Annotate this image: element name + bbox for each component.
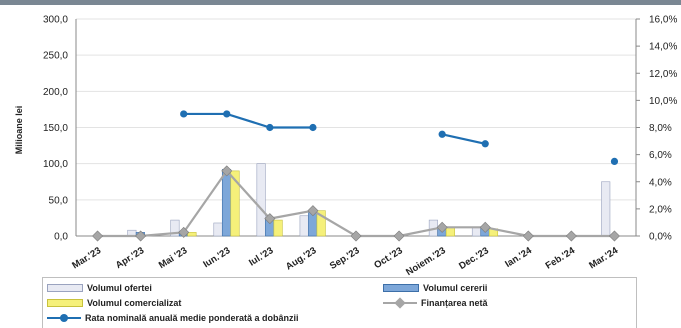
rate-point: [481, 140, 489, 148]
top-border-bar: [0, 0, 681, 5]
finantare-point: [608, 230, 620, 242]
legend-swatch-comercializat: [47, 299, 83, 307]
bar-1: [471, 227, 482, 237]
x-tick-label: Ian.'24: [503, 245, 534, 270]
legend-label: Volumul ofertei: [87, 283, 152, 293]
bar-3: [230, 170, 240, 237]
x-tick-label: Apr.'23: [114, 245, 146, 271]
rate-point: [266, 123, 274, 132]
y-axis-ticks: 0,0 50,0 100,0 150,0 200,0 250,0 300,0: [43, 15, 68, 243]
x-tick-label: Dec.'23: [457, 245, 491, 272]
y-tick-label: 150,0: [43, 123, 68, 134]
legend-swatch-rata: [47, 313, 81, 323]
x-tick-label: Mar.'23: [70, 245, 103, 271]
finantare-point: [307, 205, 319, 217]
y-axis-label: Milioane lei: [14, 106, 24, 155]
y2-tick-label: 14,0%: [649, 42, 677, 53]
y-tick-label: 100,0: [43, 159, 68, 170]
bar-1: [256, 163, 266, 237]
finantare-point: [92, 230, 104, 242]
y-tick-label: 200,0: [43, 87, 68, 98]
x-tick-label: Aug.'23: [284, 245, 319, 272]
x-tick-label: Mar.'24: [587, 245, 620, 272]
rate-point: [223, 110, 231, 118]
y2-tick-label: 6,0%: [649, 150, 672, 161]
gridlines: [76, 18, 636, 237]
legend-item-volumul-cererii: Volumul cererii: [383, 282, 487, 294]
finantare-point: [393, 230, 405, 242]
y2-tick-label: 10,0%: [649, 96, 677, 107]
rate-point: [438, 130, 446, 138]
legend-item-finantarea-neta: Finanțarea netă: [383, 297, 488, 309]
bar-1: [170, 219, 180, 237]
y2-tick-label: 8,0%: [649, 123, 672, 134]
bar-1: [213, 222, 223, 237]
legend-swatch-cererii: [383, 284, 419, 292]
y-tick-label: 300,0: [43, 15, 68, 26]
x-tick-label: Feb.'24: [544, 245, 578, 272]
chart-bars: [127, 163, 611, 237]
series-line: [183, 112, 313, 129]
legend-swatch-finantarea: [383, 297, 417, 309]
legend-label: Finanțarea netă: [421, 298, 488, 308]
finantare-point: [135, 230, 147, 242]
y2-tick-label: 16,0%: [649, 15, 677, 26]
bar-3: [316, 210, 326, 237]
legend-label: Volumul cererii: [423, 283, 488, 293]
y-tick-label: 250,0: [43, 51, 68, 62]
legend-swatch-ofertei: [47, 284, 83, 292]
chart-legend: Volumul ofertei Volumul cererii Volumul …: [42, 277, 637, 328]
finantare-point: [522, 230, 534, 242]
legend-item-volumul-ofertei: Volumul ofertei: [47, 282, 152, 294]
legend-label: Volumul comercializat: [87, 298, 182, 308]
x-tick-label: Oct.'23: [372, 245, 404, 271]
x-tick-label: Mai '23: [157, 245, 189, 271]
bar-2: [221, 169, 232, 237]
bar-1: [601, 181, 611, 237]
y-tick-label: 0,0: [54, 232, 68, 243]
rate-point: [309, 123, 317, 132]
finantare-point: [479, 221, 491, 233]
bar-1: [299, 215, 309, 237]
y2-axis-ticks: 0,0% 2,0% 4,0% 6,0% 8,0% 10,0% 12,0% 14,0% 16,0%: [649, 15, 677, 243]
series-line: [441, 133, 486, 145]
x-tick-label: Noiem.'23: [404, 245, 448, 278]
y2-tick-label: 12,0%: [649, 69, 677, 80]
rate-point: [610, 157, 619, 166]
legend-item-volumul-comercializat: Volumul comercializat: [47, 297, 181, 309]
bar-3: [187, 232, 197, 237]
finantare-point: [565, 230, 577, 242]
y2-tick-label: 0,0%: [649, 232, 672, 243]
finantare-point: [264, 213, 276, 225]
x-tick-label: Iun.'23: [201, 245, 232, 270]
y2-tick-label: 4,0%: [649, 177, 672, 188]
finantare-point: [350, 230, 362, 242]
x-tick-label: Sep.'23: [328, 245, 362, 272]
legend-item-rata-dobanzii: Rata nominală anuală medie ponderată a d…: [47, 312, 299, 324]
x-axis-ticks: Mar.'23 Apr.'23 Mai '23 Iun.'23 Iul.'23 Aug.'…: [70, 245, 620, 278]
finantare-point: [178, 226, 190, 238]
finantare-point: [221, 165, 233, 177]
finantare-point: [436, 221, 448, 233]
chart-lines: [92, 110, 620, 242]
y-tick-label: 50,0: [49, 195, 69, 206]
x-tick-label: Iul.'23: [247, 245, 275, 268]
bar-3: [445, 227, 455, 237]
rate-point: [180, 110, 188, 118]
y2-tick-label: 2,0%: [649, 204, 672, 215]
bar-3: [273, 219, 283, 237]
legend-label: Rata nominală anuală medie ponderată a d…: [85, 313, 299, 323]
